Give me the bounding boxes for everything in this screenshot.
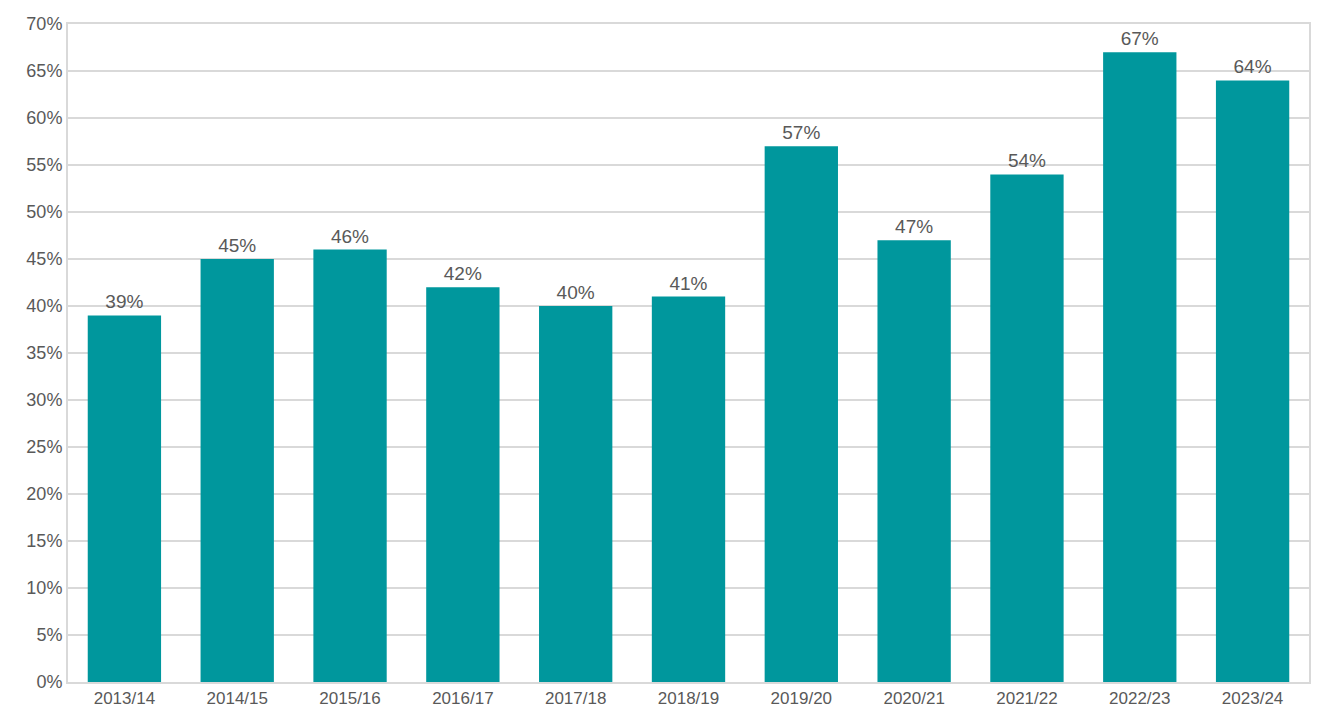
svg-text:10%: 10%	[26, 578, 62, 598]
svg-text:35%: 35%	[26, 343, 62, 363]
svg-text:2019/20: 2019/20	[771, 689, 832, 708]
svg-text:39%: 39%	[105, 291, 143, 312]
svg-text:42%: 42%	[444, 263, 482, 284]
svg-text:20%: 20%	[26, 484, 62, 504]
svg-text:45%: 45%	[218, 235, 256, 256]
svg-text:2015/16: 2015/16	[319, 689, 380, 708]
svg-text:70%: 70%	[26, 14, 62, 34]
svg-text:41%: 41%	[669, 273, 707, 294]
svg-text:2022/23: 2022/23	[1109, 689, 1170, 708]
svg-text:2018/19: 2018/19	[658, 689, 719, 708]
svg-text:2020/21: 2020/21	[883, 689, 944, 708]
svg-text:5%: 5%	[36, 625, 62, 645]
svg-text:2023/24: 2023/24	[1222, 689, 1283, 708]
svg-text:47%: 47%	[895, 216, 933, 237]
svg-text:60%: 60%	[26, 108, 62, 128]
svg-text:67%: 67%	[1121, 28, 1159, 49]
svg-text:57%: 57%	[782, 122, 820, 143]
svg-text:2013/14: 2013/14	[94, 689, 155, 708]
svg-text:50%: 50%	[26, 202, 62, 222]
svg-text:0%: 0%	[36, 672, 62, 692]
svg-text:30%: 30%	[26, 390, 62, 410]
svg-text:54%: 54%	[1008, 150, 1046, 171]
svg-text:45%: 45%	[26, 249, 62, 269]
svg-text:65%: 65%	[26, 61, 62, 81]
svg-text:25%: 25%	[26, 437, 62, 457]
svg-text:55%: 55%	[26, 155, 62, 175]
svg-text:2014/15: 2014/15	[207, 689, 268, 708]
svg-text:15%: 15%	[26, 531, 62, 551]
svg-text:40%: 40%	[26, 296, 62, 316]
svg-text:64%: 64%	[1234, 56, 1272, 77]
svg-text:2017/18: 2017/18	[545, 689, 606, 708]
svg-text:2016/17: 2016/17	[432, 689, 493, 708]
svg-text:2021/22: 2021/22	[996, 689, 1057, 708]
svg-text:46%: 46%	[331, 226, 369, 247]
svg-text:40%: 40%	[557, 282, 595, 303]
